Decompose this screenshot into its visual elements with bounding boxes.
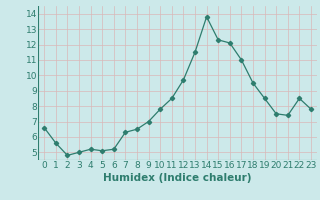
- X-axis label: Humidex (Indice chaleur): Humidex (Indice chaleur): [103, 173, 252, 183]
